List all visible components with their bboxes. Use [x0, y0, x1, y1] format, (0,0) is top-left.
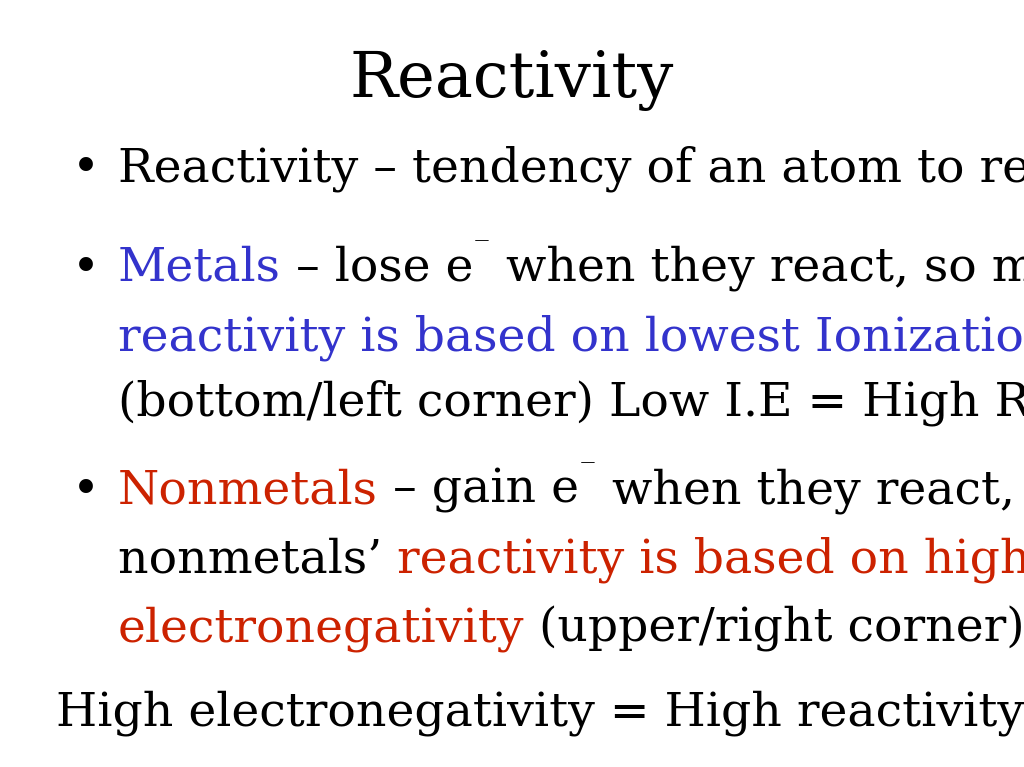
Text: Metals: Metals — [118, 245, 281, 291]
Text: reactivity is based on lowest Ionization Energy: reactivity is based on lowest Ionization… — [118, 314, 1024, 361]
Text: when they react, so: when they react, so — [597, 468, 1024, 514]
Text: electronegativity: electronegativity — [118, 606, 524, 652]
Text: – lose e: – lose e — [281, 245, 473, 291]
Text: •: • — [72, 146, 99, 191]
Text: (upper/right corner): (upper/right corner) — [524, 606, 1024, 652]
Text: reactivity is based on high: reactivity is based on high — [397, 537, 1024, 584]
Text: ⁻: ⁻ — [473, 232, 490, 264]
Text: Reactivity: Reactivity — [350, 50, 674, 111]
Text: – gain e: – gain e — [378, 468, 579, 513]
Text: Nonmetals: Nonmetals — [118, 468, 378, 513]
Text: ⁻: ⁻ — [579, 454, 597, 486]
Text: Reactivity – tendency of an atom to react: Reactivity – tendency of an atom to reac… — [118, 146, 1024, 193]
Text: nonmetals’: nonmetals’ — [118, 537, 397, 582]
Text: High electronegativity = High reactivity: High electronegativity = High reactivity — [56, 690, 1024, 736]
Text: when they react, so metals’: when they react, so metals’ — [490, 245, 1024, 291]
Text: (bottom/left corner) Low I.E = High Reactivity: (bottom/left corner) Low I.E = High Reac… — [118, 380, 1024, 426]
Text: •: • — [72, 468, 99, 513]
Text: •: • — [72, 245, 99, 291]
